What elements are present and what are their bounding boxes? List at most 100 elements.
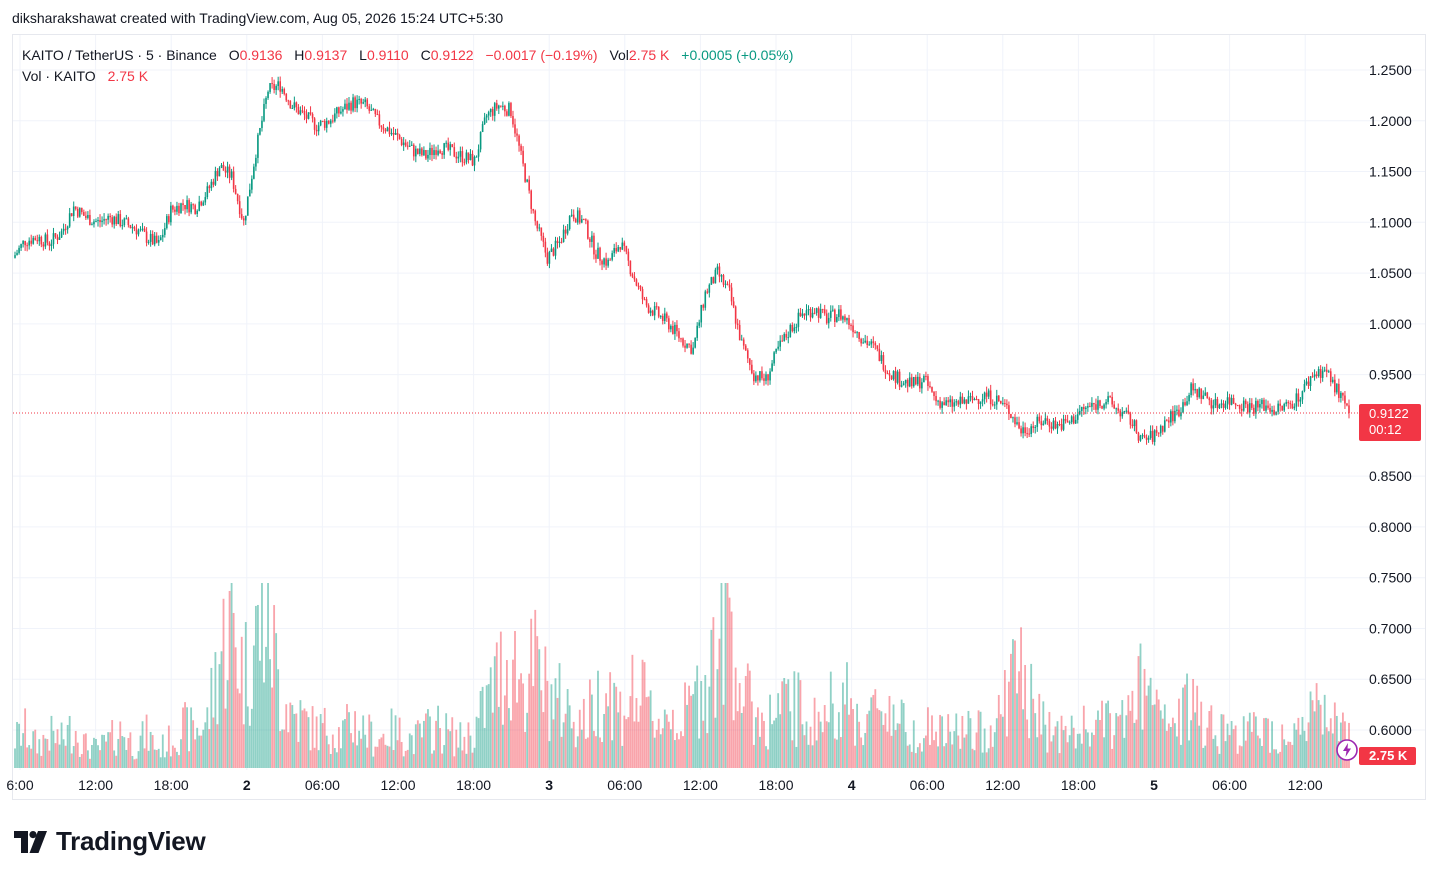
tradingview-logo[interactable]: TradingView <box>14 826 206 857</box>
candle-body <box>979 401 982 404</box>
volume-bar <box>1335 715 1338 768</box>
candle-body <box>161 234 164 238</box>
candle-body <box>949 399 952 403</box>
candle-body <box>981 399 984 402</box>
volume-bar <box>1133 722 1136 768</box>
volume-bar <box>1016 693 1018 768</box>
volume-bar <box>653 737 656 768</box>
candle-body <box>1192 383 1194 391</box>
candle-body <box>900 385 903 387</box>
volume-bar <box>868 710 871 768</box>
volume-bar <box>1188 740 1190 768</box>
volume-bar <box>599 737 601 768</box>
candle-body <box>704 291 707 308</box>
candle-body <box>1336 383 1338 393</box>
volume-bar <box>987 748 990 768</box>
volume-bar <box>301 710 304 768</box>
volume-bar <box>198 735 201 768</box>
candle-body <box>1184 402 1186 406</box>
volume-bar <box>765 746 767 768</box>
candle-body <box>751 364 753 374</box>
volume-bar <box>443 745 446 768</box>
volume-bar <box>833 738 836 768</box>
lightning-icon[interactable] <box>1335 738 1359 762</box>
candle-body <box>1058 424 1061 426</box>
volume-bar <box>700 680 703 768</box>
candle-body <box>943 402 945 406</box>
candle-body <box>180 203 182 214</box>
volume-bar <box>900 699 903 768</box>
candle-body <box>510 103 512 117</box>
volume-indicator-label[interactable]: Vol · KAITO <box>22 68 96 84</box>
candle-body <box>678 331 680 339</box>
volume-bar <box>24 708 27 768</box>
volume-bar <box>1325 727 1328 768</box>
tradingview-logo-icon <box>14 830 47 853</box>
candle-body <box>641 289 644 300</box>
volume-bar <box>617 712 620 768</box>
candle-body <box>392 132 395 135</box>
candle-body <box>933 391 935 397</box>
volume-bar <box>568 705 571 768</box>
low-label: L <box>359 47 367 63</box>
candle-body <box>914 376 917 385</box>
candle-body <box>1133 420 1136 427</box>
volume-bar <box>36 753 39 768</box>
candle-body <box>52 233 55 245</box>
candle-body <box>1004 402 1006 404</box>
candle-body <box>234 188 237 195</box>
candle-body <box>1044 418 1047 424</box>
candle-body <box>1085 407 1087 410</box>
candle-body <box>815 308 818 313</box>
volume-bar <box>107 732 110 768</box>
symbol-label[interactable]: KAITO / TetherUS · 5 · Binance <box>22 47 217 63</box>
volume-bar <box>495 642 498 768</box>
candle-body <box>323 120 326 128</box>
volume-bar <box>682 736 684 768</box>
volume-bar <box>400 741 403 768</box>
candle-body <box>1319 369 1322 378</box>
candle-body <box>218 167 221 177</box>
volume-bar <box>222 598 225 768</box>
volume-bar <box>750 701 753 768</box>
chart-frame[interactable] <box>12 34 1426 800</box>
x-tick-label: 3 <box>545 777 553 793</box>
volume-bar <box>208 729 211 768</box>
volume-bar <box>708 686 711 768</box>
candle-body <box>722 275 725 285</box>
volume-bar <box>522 683 525 768</box>
volume-bar <box>1064 725 1067 768</box>
candle-body <box>1307 381 1310 386</box>
volume-bar <box>627 717 630 768</box>
volume-bar <box>1206 727 1209 768</box>
candle-body <box>1325 369 1328 372</box>
volume-bar <box>390 708 393 768</box>
volume-bar <box>718 638 721 768</box>
candle-body <box>1135 420 1138 433</box>
volume-bar <box>754 717 757 768</box>
volume-bar <box>1050 741 1053 768</box>
volume-bar <box>1036 737 1039 768</box>
candle-body <box>431 147 433 156</box>
volume-bar <box>1184 684 1186 768</box>
volume-bar <box>850 698 852 768</box>
candle-body <box>850 324 852 326</box>
volume-bar <box>714 717 717 768</box>
volume-bar <box>601 742 603 768</box>
candle-body <box>1127 410 1130 414</box>
volume-bar <box>1204 745 1207 768</box>
candle-body <box>28 240 30 246</box>
volume-bar <box>552 719 555 768</box>
volume-bar <box>354 711 356 768</box>
candle-body <box>1046 418 1049 421</box>
volume-bar <box>1178 698 1180 768</box>
volume-bar <box>761 712 763 768</box>
candle-body <box>66 226 69 230</box>
volume-bar <box>1119 714 1122 768</box>
volume-bar <box>536 636 539 768</box>
candle-body <box>694 337 696 348</box>
volume-bar <box>740 712 743 768</box>
candle-body <box>469 153 472 161</box>
volume-bar <box>526 712 529 768</box>
